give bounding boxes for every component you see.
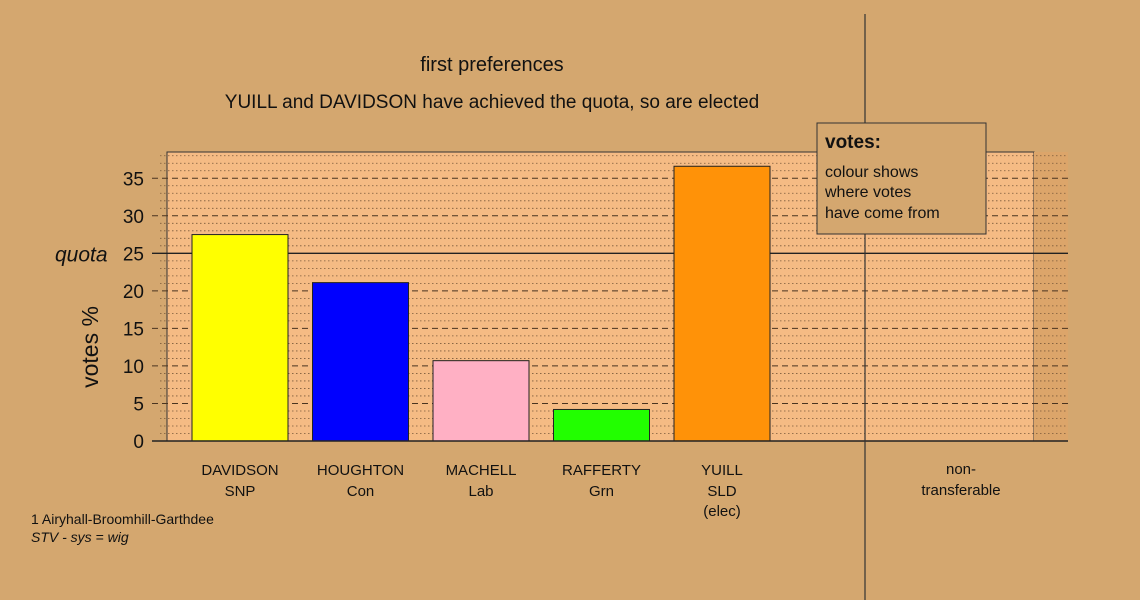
category-party: SNP xyxy=(225,483,256,500)
y-tick-label: 35 xyxy=(123,169,144,190)
y-tick-label: 25 xyxy=(123,244,144,265)
legend-box xyxy=(816,122,987,235)
category-party: Grn xyxy=(589,483,614,500)
nontransferable-label-line1: non- xyxy=(946,461,976,478)
category-name: HOUGHTON xyxy=(317,462,404,479)
y-tick-label: 20 xyxy=(123,282,144,303)
legend-line-3: have come from xyxy=(825,205,940,222)
category-name: YUILL xyxy=(701,462,743,479)
y-axis-label: votes % xyxy=(77,306,103,388)
plot-panel-right-shade xyxy=(1034,152,1068,441)
y-tick-label: 0 xyxy=(133,432,144,453)
y-ticks: 0 5 10 15 20 25 30 35 xyxy=(123,169,144,453)
legend-heading: votes: xyxy=(825,132,881,153)
legend-line-1: colour shows xyxy=(825,164,918,181)
footer-ward: 1 Airyhall-Broomhill-Garthdee xyxy=(31,511,214,527)
category-name: RAFFERTY xyxy=(562,462,641,479)
category-note: (elec) xyxy=(703,503,741,520)
y-tick-label: 30 xyxy=(123,207,144,228)
nontransferable-label-line2: transferable xyxy=(921,482,1000,499)
chart-title: first preferences xyxy=(420,54,563,76)
y-tick-label: 15 xyxy=(123,319,144,340)
footer-system: STV - sys = wig xyxy=(31,529,129,545)
bar-machell xyxy=(432,360,530,442)
bar-houghton xyxy=(312,282,409,442)
bar-davidson xyxy=(191,234,289,442)
category-labels: DAVIDSON SNP HOUGHTON Con MACHELL Lab RAFFERTY… xyxy=(201,462,742,520)
y-tick-label: 5 xyxy=(133,394,144,415)
bar-yuill xyxy=(673,165,771,442)
y-tick-label: 10 xyxy=(123,357,144,378)
bars xyxy=(191,165,771,442)
category-party: SLD xyxy=(707,483,736,500)
category-party: Con xyxy=(347,483,375,500)
legend-line-2: where votes xyxy=(824,184,911,201)
legend: votes: colour shows where votes have com… xyxy=(816,122,987,235)
category-party: Lab xyxy=(468,483,493,500)
bar-rafferty xyxy=(553,408,650,442)
category-name: DAVIDSON xyxy=(201,462,278,479)
chart-subtitle: YUILL and DAVIDSON have achieved the quo… xyxy=(225,92,759,113)
quota-label: quota xyxy=(55,243,108,266)
category-name: MACHELL xyxy=(446,462,517,479)
